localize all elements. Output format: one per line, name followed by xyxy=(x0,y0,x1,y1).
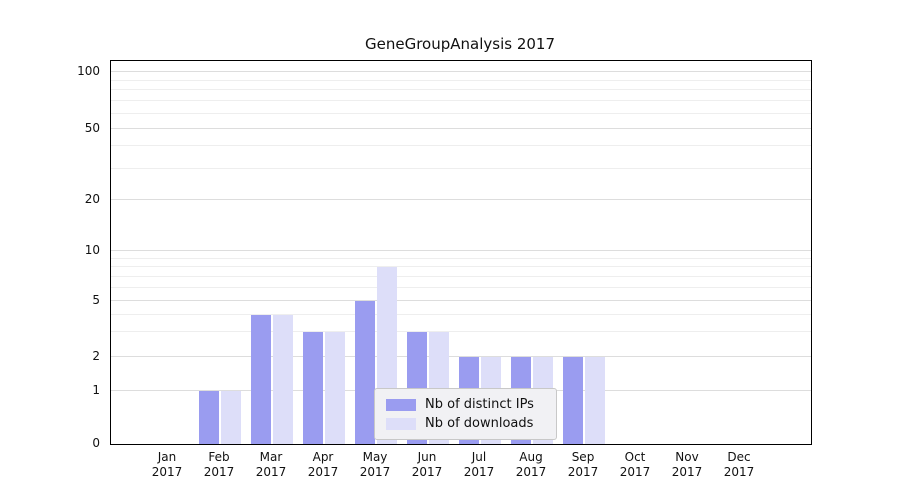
y-tick-label-1: 1 xyxy=(92,383,100,397)
gridline-100 xyxy=(111,71,811,72)
x-tick-year: 2017 xyxy=(203,465,235,479)
bar-downloads-mar xyxy=(273,315,293,444)
bar-distinct-ips-feb xyxy=(199,391,219,444)
bar-distinct-ips-may xyxy=(355,301,375,444)
x-tick-year: 2017 xyxy=(671,465,703,479)
legend-item-distinct-ips: Nb of distinct IPs xyxy=(386,395,556,414)
y-tick-label-2: 2 xyxy=(92,349,100,363)
x-tick-label-may: May 2017 xyxy=(345,450,405,480)
x-tick-label-aug: Aug 2017 xyxy=(501,450,561,480)
gridline-3 xyxy=(111,331,811,332)
x-tick-month: Oct xyxy=(624,450,646,464)
legend-label-distinct-ips: Nb of distinct IPs xyxy=(425,397,534,412)
gridline-9 xyxy=(111,258,811,259)
gridline-2 xyxy=(111,356,811,357)
x-tick-label-feb: Feb 2017 xyxy=(189,450,249,480)
x-tick-month: Feb xyxy=(208,450,230,464)
y-tick-label-20: 20 xyxy=(84,192,100,206)
x-tick-label-jun: Jun 2017 xyxy=(397,450,457,480)
x-tick-year: 2017 xyxy=(359,465,391,479)
x-tick-year: 2017 xyxy=(515,465,547,479)
x-tick-year: 2017 xyxy=(463,465,495,479)
gridline-5 xyxy=(111,300,811,301)
x-tick-month: Mar xyxy=(259,450,283,464)
gridline-90 xyxy=(111,80,811,81)
x-tick-month: Apr xyxy=(312,450,334,464)
gridline-30 xyxy=(111,168,811,169)
plot-area xyxy=(110,60,812,445)
bar-downloads-feb xyxy=(221,391,241,444)
gridline-6 xyxy=(111,287,811,288)
gridline-40 xyxy=(111,145,811,146)
x-tick-month: May xyxy=(362,450,388,464)
bar-downloads-sep xyxy=(585,357,605,444)
gridline-8 xyxy=(111,266,811,267)
x-tick-year: 2017 xyxy=(307,465,339,479)
legend: Nb of distinct IPs Nb of downloads xyxy=(374,388,557,440)
legend-swatch-distinct-ips xyxy=(386,398,416,411)
x-tick-year: 2017 xyxy=(619,465,651,479)
x-tick-label-mar: Mar 2017 xyxy=(241,450,301,480)
x-tick-label-dec: Dec 2017 xyxy=(709,450,769,480)
x-tick-label-apr: Apr 2017 xyxy=(293,450,353,480)
bar-distinct-ips-mar xyxy=(251,315,271,444)
x-tick-month: Dec xyxy=(727,450,751,464)
gridline-80 xyxy=(111,89,811,90)
y-tick-label-50: 50 xyxy=(84,121,100,135)
gridline-70 xyxy=(111,100,811,101)
x-tick-label-oct: Oct 2017 xyxy=(605,450,665,480)
x-tick-year: 2017 xyxy=(567,465,599,479)
gridline-10 xyxy=(111,250,811,251)
x-tick-month: Jun xyxy=(417,450,437,464)
x-tick-year: 2017 xyxy=(255,465,287,479)
x-tick-year: 2017 xyxy=(151,465,183,479)
x-tick-month: Jan xyxy=(157,450,177,464)
bar-downloads-apr xyxy=(325,332,345,444)
gridline-50 xyxy=(111,128,811,129)
legend-swatch-downloads xyxy=(386,417,416,430)
gridline-60 xyxy=(111,113,811,114)
y-tick-label-0: 0 xyxy=(92,436,100,450)
x-tick-label-jan: Jan 2017 xyxy=(137,450,197,480)
y-tick-label-100: 100 xyxy=(77,64,100,78)
bar-distinct-ips-apr xyxy=(303,332,323,444)
x-tick-month: Jul xyxy=(471,450,487,464)
x-tick-month: Aug xyxy=(519,450,543,464)
x-tick-month: Sep xyxy=(571,450,595,464)
y-tick-label-10: 10 xyxy=(84,243,100,257)
legend-item-downloads: Nb of downloads xyxy=(386,414,556,433)
x-tick-label-nov: Nov 2017 xyxy=(657,450,717,480)
chart-title: GeneGroupAnalysis 2017 xyxy=(365,35,555,53)
x-tick-year: 2017 xyxy=(723,465,755,479)
gridline-7 xyxy=(111,276,811,277)
x-tick-label-jul: Jul 2017 xyxy=(449,450,509,480)
bar-distinct-ips-sep xyxy=(563,357,583,444)
x-tick-year: 2017 xyxy=(411,465,443,479)
x-tick-month: Nov xyxy=(675,450,699,464)
y-tick-label-5: 5 xyxy=(92,293,100,307)
legend-label-downloads: Nb of downloads xyxy=(425,416,534,431)
x-tick-label-sep: Sep 2017 xyxy=(553,450,613,480)
gridline-4 xyxy=(111,314,811,315)
gridline-20 xyxy=(111,199,811,200)
